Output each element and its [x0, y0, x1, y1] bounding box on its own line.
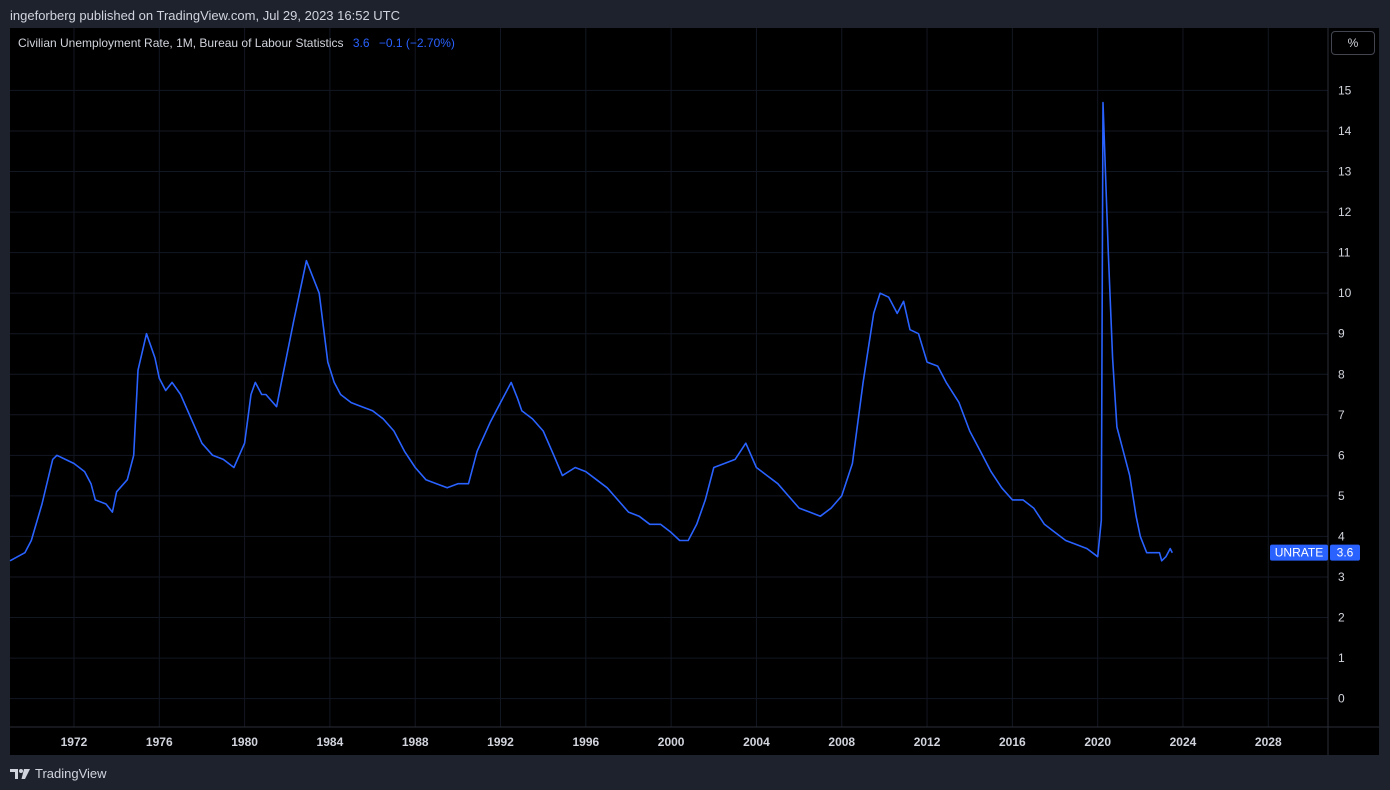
x-tick-label: 2008	[828, 735, 855, 749]
x-tick-label: 2024	[1170, 735, 1197, 749]
y-tick-label: 0	[1338, 692, 1345, 706]
x-tick-label: 1980	[231, 735, 258, 749]
x-tick-label: 2012	[914, 735, 941, 749]
percent-unit-button[interactable]: %	[1331, 31, 1375, 55]
series-legend[interactable]: Civilian Unemployment Rate, 1M, Bureau o…	[18, 36, 455, 50]
y-tick-label: 3	[1338, 570, 1345, 584]
x-tick-label: 1988	[402, 735, 429, 749]
y-tick-label: 10	[1338, 286, 1352, 300]
x-tick-label: 2020	[1084, 735, 1111, 749]
x-tick-label: 1984	[317, 735, 344, 749]
y-tick-label: 2	[1338, 611, 1345, 625]
x-tick-label: 2000	[658, 735, 685, 749]
last-price-tag	[1330, 544, 1360, 561]
unrate-symbol-label: UNRATE	[1275, 546, 1323, 560]
y-tick-label: 14	[1338, 124, 1352, 138]
unrate-series-line	[9, 101, 1174, 562]
x-tick-label: 2004	[743, 735, 770, 749]
x-tick-label: 1992	[487, 735, 514, 749]
brand-label: TradingView	[35, 766, 107, 781]
y-tick-label: 7	[1338, 408, 1345, 422]
y-tick-label: 1	[1338, 651, 1345, 665]
x-tick-label: 2028	[1255, 735, 1282, 749]
y-tick-label: 13	[1338, 165, 1352, 179]
publish-info: ingeforberg published on TradingView.com…	[10, 8, 401, 23]
chart-pane[interactable]	[10, 28, 1379, 755]
y-tick-label: 5	[1338, 489, 1345, 503]
legend-last-value: 3.6	[352, 36, 370, 50]
last-price-label: 3.6	[1337, 546, 1354, 560]
y-tick-label: 9	[1338, 327, 1345, 341]
y-tick-label: 6	[1338, 448, 1345, 462]
x-tick-label: 1976	[146, 735, 173, 749]
y-tick-label: 12	[1338, 205, 1352, 219]
legend-title: Civilian Unemployment Rate, 1M, Bureau o…	[18, 36, 344, 50]
y-tick-label: 8	[1338, 367, 1345, 381]
legend-change: −0.1 (−2.70%)	[378, 36, 455, 50]
y-tick-label: 11	[1338, 246, 1351, 260]
tradingview-brand[interactable]: TradingView	[10, 766, 107, 781]
x-tick-label: 2016	[999, 735, 1026, 749]
tradingview-logo-icon	[10, 768, 30, 779]
y-tick-label: 4	[1338, 529, 1345, 543]
y-tick-label: 15	[1338, 83, 1352, 97]
unrate-symbol-tag	[1270, 544, 1328, 561]
x-tick-label: 1972	[61, 735, 88, 749]
x-tick-label: 1996	[572, 735, 599, 749]
